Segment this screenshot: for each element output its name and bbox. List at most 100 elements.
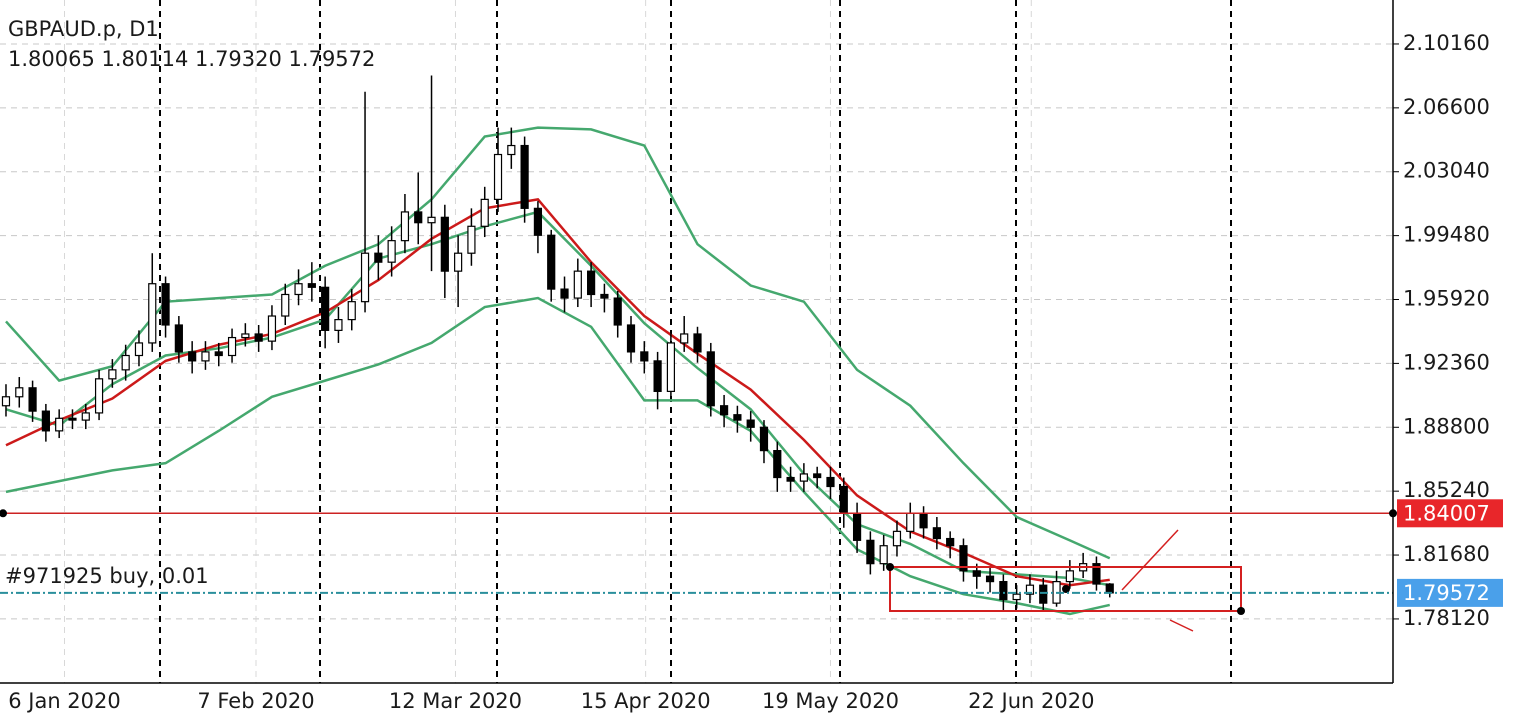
order-label: #971925 buy, 0.01: [5, 564, 209, 588]
candle-body: [866, 539, 875, 565]
candle-body: [267, 315, 277, 342]
candle-body: [15, 387, 24, 398]
y-tick-label: 2.10160: [1403, 31, 1490, 55]
anchor-dot: [0, 509, 7, 518]
candle-body: [161, 283, 170, 326]
candle-body: [746, 419, 755, 428]
candle-body: [427, 216, 436, 224]
candle-body: [214, 351, 223, 357]
trend-line: [1169, 619, 1194, 632]
candle-body: [454, 252, 463, 272]
candle-body: [387, 240, 396, 263]
candle-body: [999, 581, 1008, 601]
anchor-dot: [1062, 585, 1070, 593]
x-tick-label: 22 Jun 2020: [968, 689, 1094, 713]
candle-body: [188, 351, 197, 362]
candle-body: [972, 570, 981, 577]
candle-body: [1092, 563, 1101, 585]
candle-body: [786, 476, 795, 482]
y-tick-label: 1.85240: [1403, 478, 1490, 502]
x-tick-label: 12 Mar 2020: [389, 689, 522, 713]
y-tick-label: 1.95920: [1403, 287, 1490, 311]
y-tick-label: 1.88800: [1403, 414, 1490, 438]
candle-body: [813, 473, 822, 479]
candle-body: [680, 333, 689, 344]
candle-body: [906, 512, 915, 532]
rectangle-object: [889, 566, 1242, 612]
candle-layer: [1, 75, 1114, 611]
price-box-label: 1.79572: [1403, 581, 1490, 605]
candle-body: [360, 252, 370, 303]
candle-body: [374, 252, 383, 263]
candle-body: [1039, 584, 1048, 604]
candle-body: [55, 417, 64, 432]
y-tick-label: 1.92360: [1403, 350, 1490, 374]
indicator-line: [5, 198, 1110, 587]
candle-body: [1105, 583, 1114, 594]
ohlc-readout: 1.80065 1.80114 1.79320 1.79572: [8, 47, 375, 71]
candle-body: [347, 301, 356, 321]
candle-body: [174, 324, 183, 353]
y-tick-label: 1.99480: [1403, 223, 1490, 247]
x-tick-label: 19 May 2020: [762, 689, 899, 713]
chart-title: GBPAUD.p, D1: [8, 17, 159, 41]
candle-body: [799, 473, 808, 482]
candle-body: [666, 342, 676, 392]
candle-body: [773, 450, 782, 479]
candle-body: [533, 207, 543, 236]
candle-body: [254, 333, 263, 342]
x-tick-label: 15 Apr 2020: [581, 689, 711, 713]
candle-body: [520, 144, 529, 209]
candle-body: [94, 378, 104, 414]
candle-body: [587, 270, 596, 296]
candle-body: [307, 283, 316, 288]
candle-body: [507, 144, 516, 156]
candle-body: [573, 270, 582, 299]
indicator-line: [5, 210, 1110, 587]
candle-body: [227, 336, 237, 357]
candle-body: [81, 412, 90, 421]
candle-body: [959, 545, 968, 572]
candle-body: [759, 426, 769, 452]
price-box-label: 1.84007: [1403, 501, 1490, 525]
axis-layer: 2.10160 2.06600 2.03040 1.99480 1.95920 1.923…: [8, 31, 1503, 713]
price-line-layer: [0, 509, 1397, 594]
anchor-dot: [1237, 607, 1245, 615]
y-tick-label: 2.03040: [1403, 159, 1490, 183]
candle-body: [294, 283, 303, 296]
candle-body: [1065, 570, 1074, 583]
candle-body: [826, 476, 835, 488]
price-box: [1397, 578, 1503, 607]
trend-line: [1121, 529, 1179, 591]
candle-body: [653, 360, 662, 392]
candle-body: [547, 234, 556, 290]
candle-body: [1025, 584, 1035, 595]
candle-body: [440, 216, 449, 272]
candle-body: [68, 417, 77, 421]
candle-body: [321, 286, 330, 331]
candle-body: [946, 537, 955, 547]
candle-body: [560, 288, 569, 299]
candle-body: [480, 198, 489, 227]
candle-body: [334, 319, 343, 331]
indicator-line: [5, 126, 1111, 560]
candle-body: [626, 324, 636, 353]
candle-body: [852, 512, 862, 541]
candle-body: [733, 414, 742, 421]
y-tick-label: 1.78120: [1403, 606, 1490, 630]
candle-body: [879, 545, 888, 565]
candle-body: [241, 333, 250, 339]
candle-body: [201, 351, 210, 362]
candle-body: [985, 575, 995, 583]
candle-body: [892, 530, 902, 547]
candle-body: [108, 369, 117, 380]
candle-body: [719, 405, 729, 416]
y-tick-label: 1.81680: [1403, 542, 1490, 566]
candle-body: [600, 293, 609, 299]
candle-body: [932, 527, 941, 540]
candle-body: [400, 211, 410, 242]
price-box: [1397, 499, 1503, 528]
anchor-dot: [886, 563, 894, 571]
candle-body: [28, 387, 37, 412]
